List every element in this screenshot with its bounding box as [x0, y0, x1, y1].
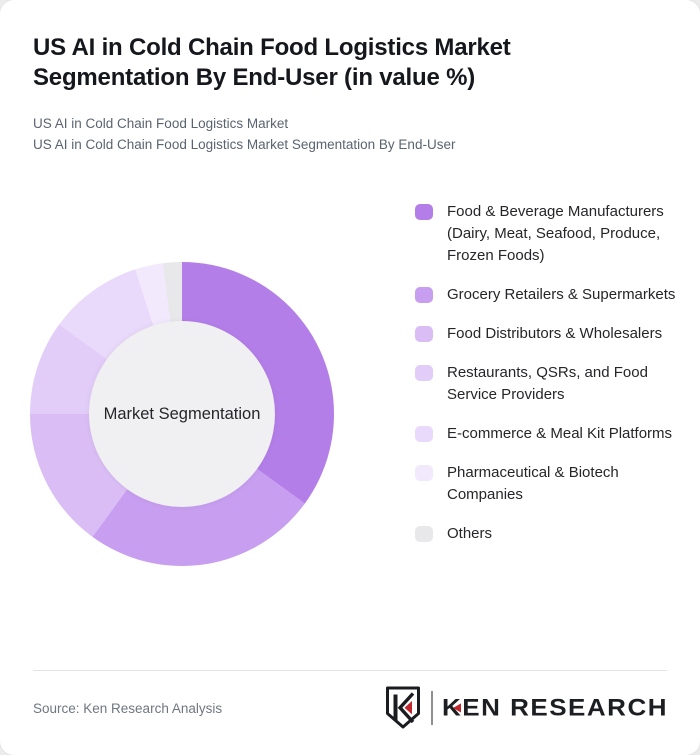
- subtitle-line-2: US AI in Cold Chain Food Logistics Marke…: [33, 137, 456, 152]
- donut-ring: Market Segmentation: [30, 262, 334, 566]
- page-title: US AI in Cold Chain Food Logistics Marke…: [33, 34, 511, 91]
- legend-item: Grocery Retailers & Supermarkets: [415, 284, 677, 306]
- legend-swatch: [415, 287, 433, 303]
- ken-research-logo: K EN RESEARCH: [383, 685, 668, 730]
- logo-red-triangle-icon: [452, 702, 461, 713]
- shield-k-icon: [385, 686, 420, 729]
- legend-label: E-commerce & Meal Kit Platforms: [447, 425, 673, 442]
- legend-item: Food Distributors & Wholesalers: [415, 323, 677, 345]
- legend-swatch: [415, 365, 433, 381]
- donut-center-label: Market Segmentation: [103, 404, 261, 423]
- legend-label: Restaurants, QSRs, and Food Service Prov…: [447, 364, 648, 403]
- subtitle-line-1: US AI in Cold Chain Food Logistics Marke…: [33, 116, 289, 131]
- legend-label: Grocery Retailers & Supermarkets: [447, 286, 676, 303]
- legend-label: Pharmaceutical & Biotech Companies: [447, 464, 619, 503]
- legend-item: Others: [415, 523, 677, 545]
- legend-label: Others: [447, 525, 493, 542]
- legend-item: Food & Beverage Manufacturers (Dairy, Me…: [415, 201, 677, 267]
- legend-label: Food & Beverage Manufacturers (Dairy, Me…: [447, 203, 664, 264]
- legend-swatch: [415, 326, 433, 342]
- legend-swatch: [415, 465, 433, 481]
- legend-swatch: [415, 204, 433, 220]
- donut-center: Market Segmentation: [89, 321, 275, 507]
- footer-divider: [33, 670, 667, 671]
- chart-legend: Food & Beverage Manufacturers (Dairy, Me…: [415, 201, 677, 545]
- legend-swatch: [415, 526, 433, 542]
- source-note: Source: Ken Research Analysis: [33, 701, 223, 716]
- donut-chart: Market Segmentation: [30, 262, 334, 566]
- legend-swatch: [415, 426, 433, 442]
- legend-item: Restaurants, QSRs, and Food Service Prov…: [415, 362, 677, 406]
- logo-divider: [430, 690, 433, 725]
- logo-wordmark: K EN RESEARCH: [441, 693, 668, 721]
- legend-item: E-commerce & Meal Kit Platforms: [415, 423, 677, 445]
- legend-label: Food Distributors & Wholesalers: [447, 325, 663, 342]
- legend-item: Pharmaceutical & Biotech Companies: [415, 462, 677, 506]
- chart-subtitles: US AI in Cold Chain Food Logistics Marke…: [33, 113, 653, 155]
